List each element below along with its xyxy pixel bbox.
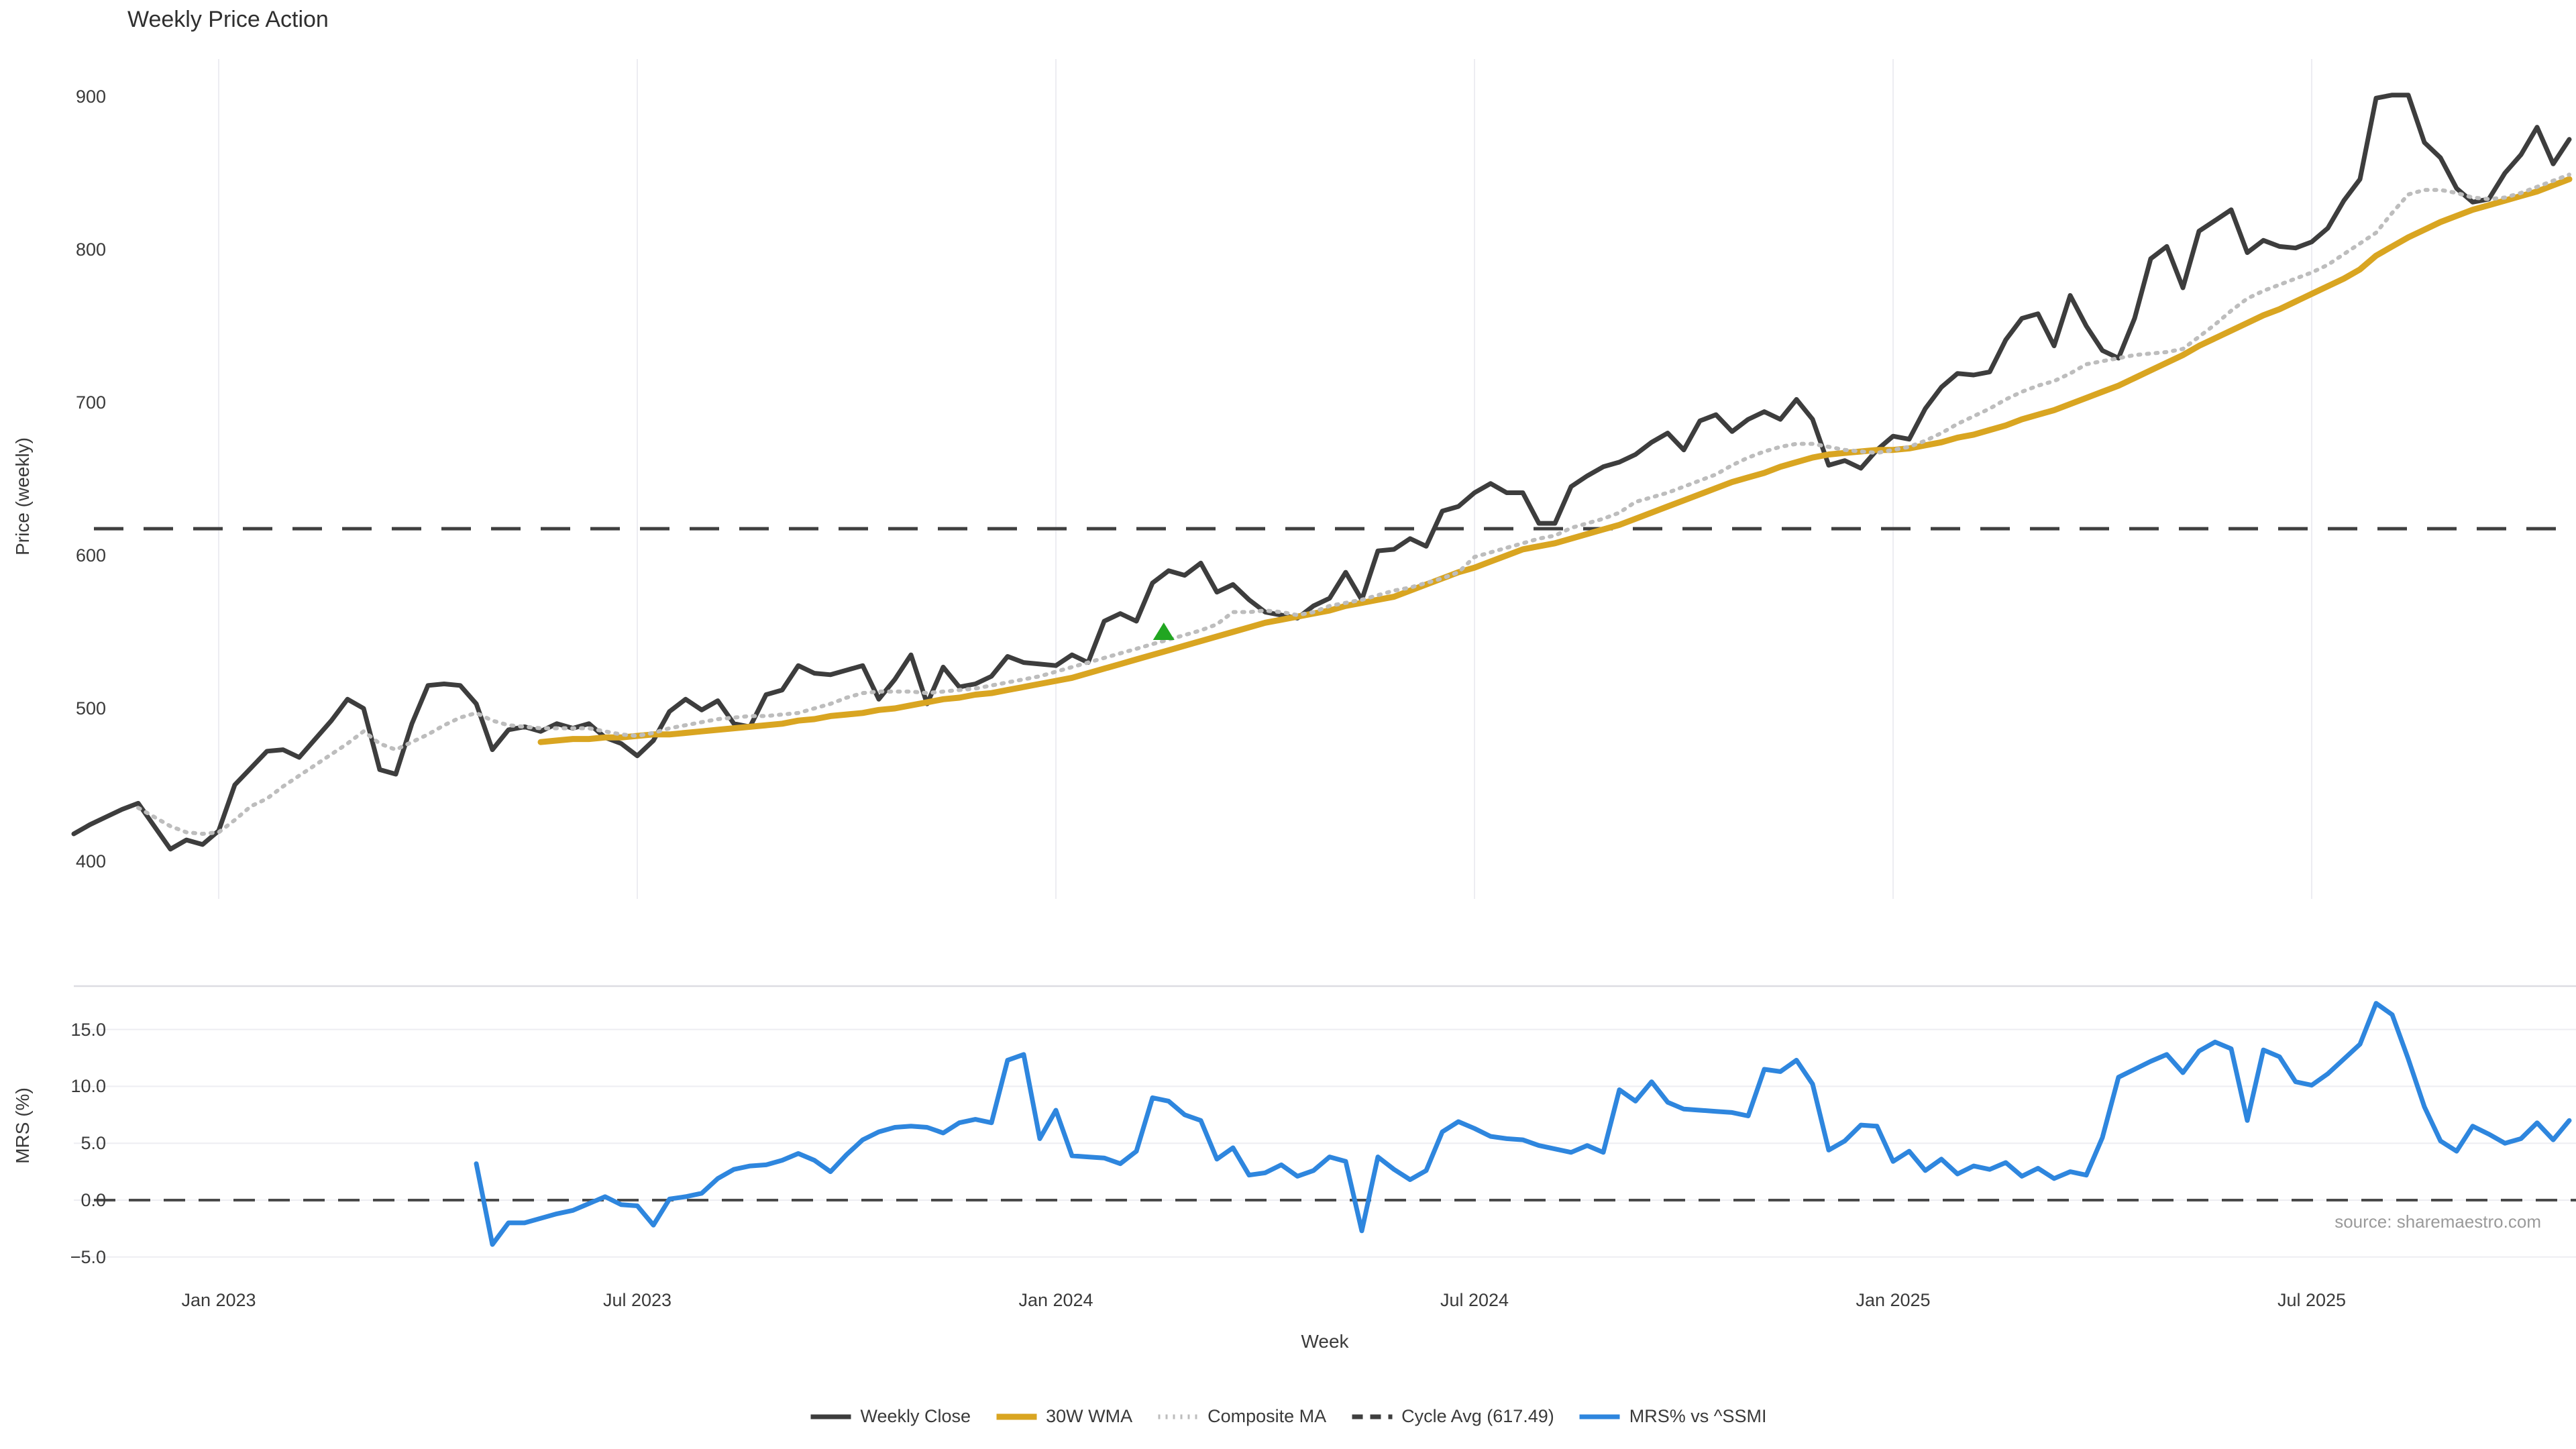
price-ytick-label-5: 900 — [75, 87, 106, 107]
legend: Weekly Close 30W WMA Composite MA Cycle Avg… — [810, 1406, 1767, 1427]
legend-item-4: MRS% vs ^SSMI — [1578, 1406, 1767, 1427]
legend-swatch-solid — [810, 1414, 851, 1419]
legend-item-0: Weekly Close — [810, 1406, 971, 1427]
mrs-ytick-label-3: 10.0 — [70, 1076, 106, 1097]
price-axis-label: Price (weekly) — [12, 437, 33, 555]
xtick-label-3: Jul 2024 — [1440, 1290, 1509, 1310]
mrs-ytick-label-1: 0.0 — [80, 1190, 106, 1210]
xtick-label-0: Jan 2023 — [181, 1290, 256, 1310]
legend-label: 30W WMA — [1046, 1406, 1133, 1426]
legend-item-1: 30W WMA — [995, 1406, 1132, 1427]
xtick-label-2: Jan 2024 — [1018, 1290, 1093, 1310]
xtick-label-5: Jul 2025 — [2277, 1290, 2347, 1310]
series-weekly-close — [71, 93, 2572, 852]
x-axis-label: Week — [1301, 1331, 1349, 1352]
price-ytick-label-0: 400 — [75, 851, 106, 871]
legend-label: Composite MA — [1208, 1406, 1327, 1426]
xtick-label-1: Jul 2023 — [602, 1290, 672, 1310]
legend-swatch-dashed — [1352, 1414, 1393, 1419]
price-ytick-label-1: 500 — [75, 698, 106, 718]
price-ytick-label-4: 800 — [75, 239, 106, 260]
legend-label: Weekly Close — [860, 1406, 971, 1426]
buy-signal-marker — [1152, 623, 1175, 640]
price-ytick-label-3: 700 — [75, 392, 106, 413]
series-mrs-vs-ssmi — [474, 1001, 2572, 1247]
legend-item-3: Cycle Avg (617.49) — [1350, 1406, 1554, 1427]
legend-item-2: Composite MA — [1157, 1406, 1326, 1427]
legend-swatch-solid — [1579, 1414, 1620, 1419]
series-30w-wma — [537, 176, 2573, 745]
series-composite-ma — [136, 172, 2571, 836]
legend-swatch-solid — [996, 1413, 1037, 1419]
legend-label: Cycle Avg (617.49) — [1401, 1406, 1554, 1426]
mrs-ytick-label-2: 5.0 — [80, 1133, 106, 1154]
price-ytick-label-2: 600 — [75, 545, 106, 566]
mrs-ytick-label-0: −5.0 — [70, 1246, 106, 1267]
xtick-label-4: Jan 2025 — [1856, 1290, 1931, 1310]
mrs-ytick-label-4: 15.0 — [70, 1019, 106, 1040]
source-attribution: source: sharemaestro.com — [2334, 1212, 2541, 1232]
legend-swatch-dotted — [1158, 1414, 1199, 1419]
chart-title: Weekly Price Action — [127, 7, 329, 32]
legend-label: MRS% vs ^SSMI — [1629, 1406, 1767, 1426]
